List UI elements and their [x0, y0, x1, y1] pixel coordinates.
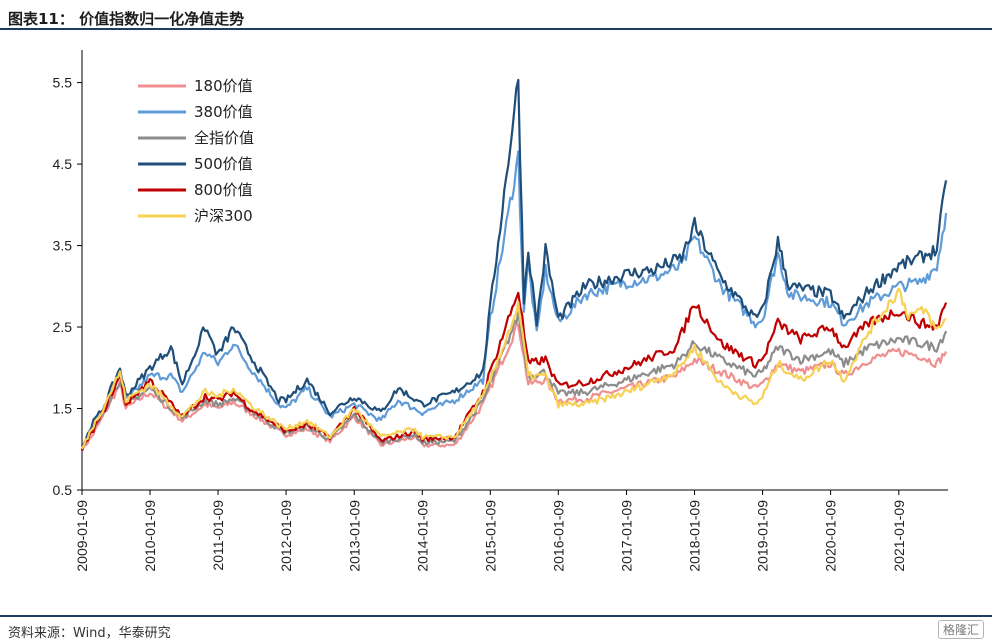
y-tick-label: 0.5 — [53, 482, 73, 498]
y-tick-label: 1.5 — [53, 401, 73, 417]
y-tick-label: 5.5 — [53, 75, 73, 91]
y-tick-label: 4.5 — [53, 156, 73, 172]
y-tick-label: 2.5 — [53, 319, 73, 335]
x-tick-label: 2014-01-09 — [414, 500, 430, 572]
x-tick-label: 2019-01-09 — [755, 500, 771, 572]
x-tick-label: 2021-01-09 — [891, 500, 907, 572]
bottom-rule — [0, 615, 992, 617]
watermark: 格隆汇 — [937, 620, 984, 639]
series-line-0 — [80, 322, 948, 452]
source-note: 资料来源：Wind，华泰研究 — [8, 626, 171, 641]
series-line-5 — [81, 287, 947, 450]
series-line-1 — [80, 150, 948, 451]
chart-axes: 0.5 1.5 2.5 3.5 4.5 5.5 2009-01-09 2010-01-09 20… — [53, 50, 948, 572]
x-tick-label: 2017-01-09 — [619, 500, 635, 572]
x-tick-label: 2016-01-09 — [550, 500, 566, 572]
top-rule — [0, 28, 992, 30]
legend-label: 180价值 — [194, 77, 253, 95]
series-line-4 — [80, 291, 948, 452]
legend-label: 500价值 — [194, 155, 253, 173]
legend-label: 全指价值 — [194, 129, 254, 147]
series-line-3 — [80, 78, 948, 451]
legend-label: 380价值 — [194, 103, 253, 121]
x-tick-label: 2012-01-09 — [278, 500, 294, 572]
x-tick-label: 2018-01-09 — [687, 500, 703, 572]
x-tick-label: 2020-01-09 — [823, 500, 839, 572]
figure-title: 图表11： 价值指数归一化净值走势 — [8, 10, 245, 28]
legend-label: 沪深300 — [194, 207, 253, 225]
x-tick-label: 2011-01-09 — [210, 500, 226, 571]
chart-series-lines — [80, 78, 948, 452]
x-tick-label: 2013-01-09 — [346, 500, 362, 572]
x-tick-label: 2010-01-09 — [142, 500, 158, 572]
y-tick-label: 3.5 — [53, 238, 73, 254]
x-tick-label: 2009-01-09 — [74, 500, 90, 572]
x-tick-label: 2015-01-09 — [482, 500, 498, 572]
line-chart: 0.5 1.5 2.5 3.5 4.5 5.5 2009-01-09 2010-01-09 20… — [53, 50, 948, 572]
legend-label: 800价值 — [194, 181, 253, 199]
